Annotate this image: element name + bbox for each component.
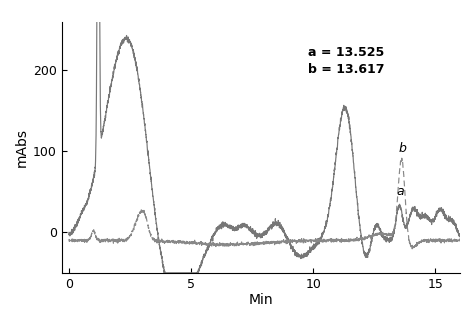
X-axis label: Min: Min bbox=[248, 294, 273, 308]
Y-axis label: mAbs: mAbs bbox=[15, 128, 29, 167]
Text: a = 13.525
b = 13.617: a = 13.525 b = 13.617 bbox=[308, 46, 385, 76]
Text: a: a bbox=[396, 185, 404, 198]
Text: b: b bbox=[399, 142, 406, 155]
